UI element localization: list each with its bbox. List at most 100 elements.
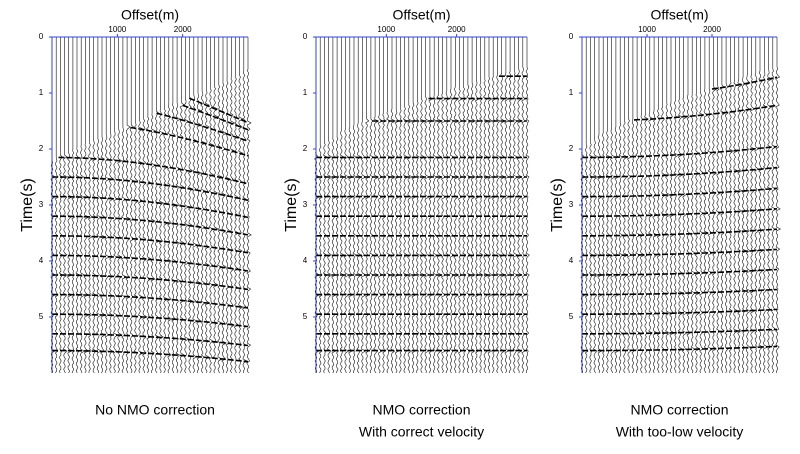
- trace: [356, 37, 362, 374]
- trace: [217, 37, 223, 374]
- event: [52, 254, 249, 272]
- trace: [681, 37, 688, 374]
- trace: [221, 37, 227, 374]
- trace: [66, 37, 73, 374]
- trace: [402, 37, 409, 374]
- y-tick-label: 0: [569, 32, 574, 41]
- y-tick-label: 5: [303, 312, 308, 321]
- trace: [96, 37, 102, 374]
- x-tick-label: 1000: [638, 25, 656, 34]
- trace: [352, 37, 357, 374]
- trace: [183, 37, 190, 374]
- trace: [686, 37, 691, 374]
- trace: [741, 37, 747, 374]
- caption: NMO correction: [630, 402, 728, 418]
- panel: [50, 37, 252, 374]
- trace: [609, 37, 616, 374]
- trace: [331, 37, 337, 374]
- trace: [154, 37, 161, 374]
- trace: [635, 37, 641, 374]
- trace: [419, 37, 426, 374]
- trace: [233, 37, 240, 374]
- event: [52, 274, 249, 291]
- event: [52, 215, 249, 236]
- panel: [314, 37, 530, 374]
- trace: [453, 37, 460, 374]
- trace: [631, 37, 636, 374]
- trace: [62, 37, 69, 374]
- trace: [588, 37, 594, 374]
- x-tick-label: 2000: [703, 25, 721, 34]
- trace: [707, 37, 714, 374]
- event: [582, 166, 778, 178]
- trace: [597, 37, 603, 374]
- trace: [720, 37, 726, 374]
- trace: [457, 37, 463, 374]
- trace: [626, 37, 633, 374]
- trace: [348, 37, 353, 374]
- event: [52, 176, 249, 202]
- trace: [428, 37, 433, 374]
- trace: [445, 37, 449, 374]
- trace: [390, 37, 397, 374]
- y-tick-label: 1: [569, 88, 574, 97]
- trace: [766, 37, 773, 374]
- x-axis-label: Offset(m): [392, 7, 450, 23]
- y-tick-label: 3: [39, 200, 44, 209]
- trace: [125, 37, 132, 374]
- y-tick-label: 1: [39, 88, 44, 97]
- trace: [698, 37, 704, 374]
- trace: [411, 37, 416, 374]
- trace: [462, 37, 467, 374]
- trace: [466, 37, 472, 374]
- trace: [158, 37, 165, 374]
- trace: [622, 37, 629, 374]
- trace: [246, 37, 252, 374]
- event: [182, 104, 249, 131]
- trace: [737, 37, 743, 374]
- trace: [242, 37, 248, 374]
- trace: [470, 37, 477, 374]
- trace: [728, 37, 735, 373]
- trace: [179, 37, 185, 374]
- trace: [656, 37, 661, 374]
- x-tick-label: 1000: [377, 25, 395, 34]
- trace: [237, 37, 244, 374]
- trace: [373, 37, 380, 374]
- trace: [116, 37, 123, 374]
- y-tick-label: 5: [569, 312, 574, 321]
- trace: [664, 37, 671, 374]
- trace: [775, 37, 782, 374]
- event: [52, 235, 249, 254]
- trace: [108, 37, 114, 374]
- y-tick-label: 2: [303, 144, 308, 153]
- trace: [749, 37, 756, 374]
- event: [582, 187, 778, 198]
- trace: [129, 37, 135, 374]
- trace: [521, 37, 526, 374]
- trace: [382, 37, 386, 374]
- trace: [71, 37, 76, 374]
- y-tick-label: 3: [569, 200, 574, 209]
- y-tick-label: 0: [39, 32, 44, 41]
- trace: [499, 37, 506, 374]
- y-axis-label: Time(s): [283, 178, 300, 232]
- trace: [175, 37, 182, 374]
- x-tick-label: 2000: [174, 25, 192, 34]
- trace: [495, 37, 501, 374]
- trace: [614, 37, 619, 374]
- trace: [399, 37, 403, 374]
- trace: [92, 37, 97, 374]
- trace: [54, 37, 59, 374]
- trace: [386, 37, 391, 374]
- trace: [213, 37, 219, 374]
- y-tick-label: 0: [303, 32, 308, 41]
- trace: [618, 37, 623, 374]
- trace: [112, 37, 118, 374]
- trace: [440, 37, 447, 374]
- event: [582, 248, 778, 257]
- event: [711, 76, 778, 90]
- trace: [192, 37, 198, 374]
- trace: [491, 37, 496, 374]
- trace: [601, 37, 606, 374]
